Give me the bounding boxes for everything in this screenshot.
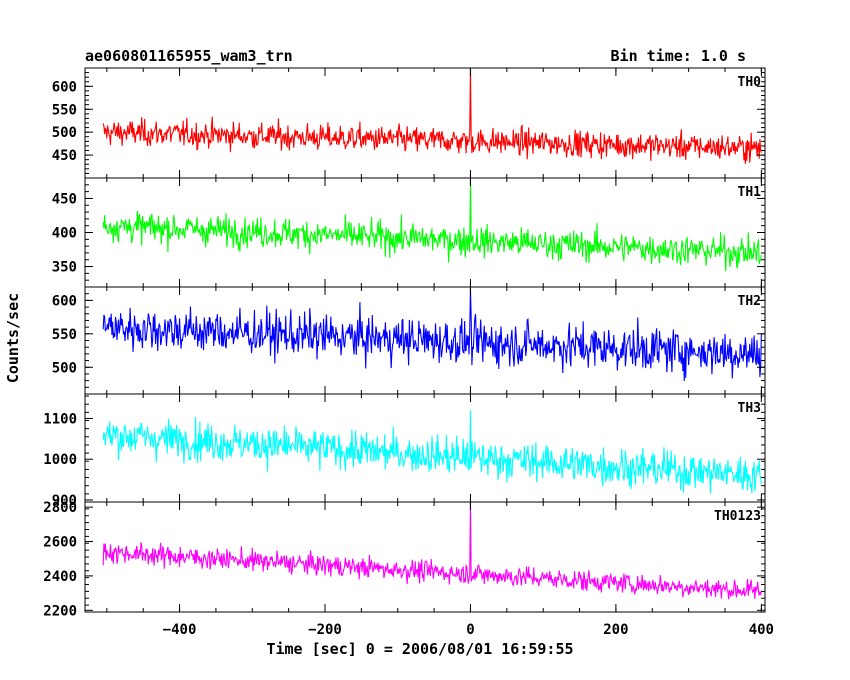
x-tick-label: 400	[749, 622, 774, 638]
y-tick-label: 1000	[43, 452, 77, 468]
y-tick-label: 450	[52, 148, 77, 164]
y-tick-label: 550	[52, 102, 77, 118]
y-tick-label: 900	[52, 493, 77, 509]
series-line-th2	[102, 288, 762, 382]
y-tick-label: 2400	[43, 569, 77, 585]
panel-label-th0123: TH0123	[714, 509, 761, 524]
y-tick-label: 400	[52, 226, 77, 242]
panel-label-th1: TH1	[738, 185, 762, 200]
y-tick-label: 450	[52, 191, 77, 207]
x-tick-label: 200	[603, 622, 628, 638]
y-tick-label: 2200	[43, 603, 77, 619]
panel-frame-th1	[84, 177, 766, 288]
y-tick-label: 2800	[43, 500, 77, 516]
series-line-th3	[102, 410, 762, 494]
bin-time-label: Bin time: 1.0 s	[611, 47, 746, 65]
series-line-th0123	[102, 502, 762, 600]
series-line-th1	[102, 179, 762, 272]
y-tick-label: 550	[52, 327, 77, 343]
x-tick-label: 0	[466, 622, 474, 638]
y-axis-title: Counts/sec	[4, 293, 22, 383]
y-tick-label: 500	[52, 125, 77, 141]
y-tick-label: 2600	[43, 535, 77, 551]
x-axis-title: Time [sec] 0 = 2006/08/01 16:59:55	[266, 640, 573, 658]
panels-group: 450 500 550 600 TH0 350 400 450 TH1 500 550 600 TH2 9…	[43, 67, 774, 638]
y-tick-label: 500	[52, 360, 77, 376]
y-tick-label: 600	[52, 79, 77, 95]
panel-frame-th0123	[84, 501, 766, 613]
panel-label-th0: TH0	[738, 75, 762, 90]
x-tick-label: −200	[308, 622, 342, 638]
panel-label-th3: TH3	[738, 401, 761, 416]
chart-title: ae060801165955_wam3_trn	[85, 47, 293, 65]
y-tick-label: 350	[52, 260, 77, 276]
x-tick-label: −400	[163, 622, 197, 638]
panel-label-th2: TH2	[738, 294, 761, 309]
series-line-th0	[102, 68, 762, 164]
y-tick-label: 1100	[43, 411, 77, 427]
y-tick-label: 600	[52, 293, 77, 309]
